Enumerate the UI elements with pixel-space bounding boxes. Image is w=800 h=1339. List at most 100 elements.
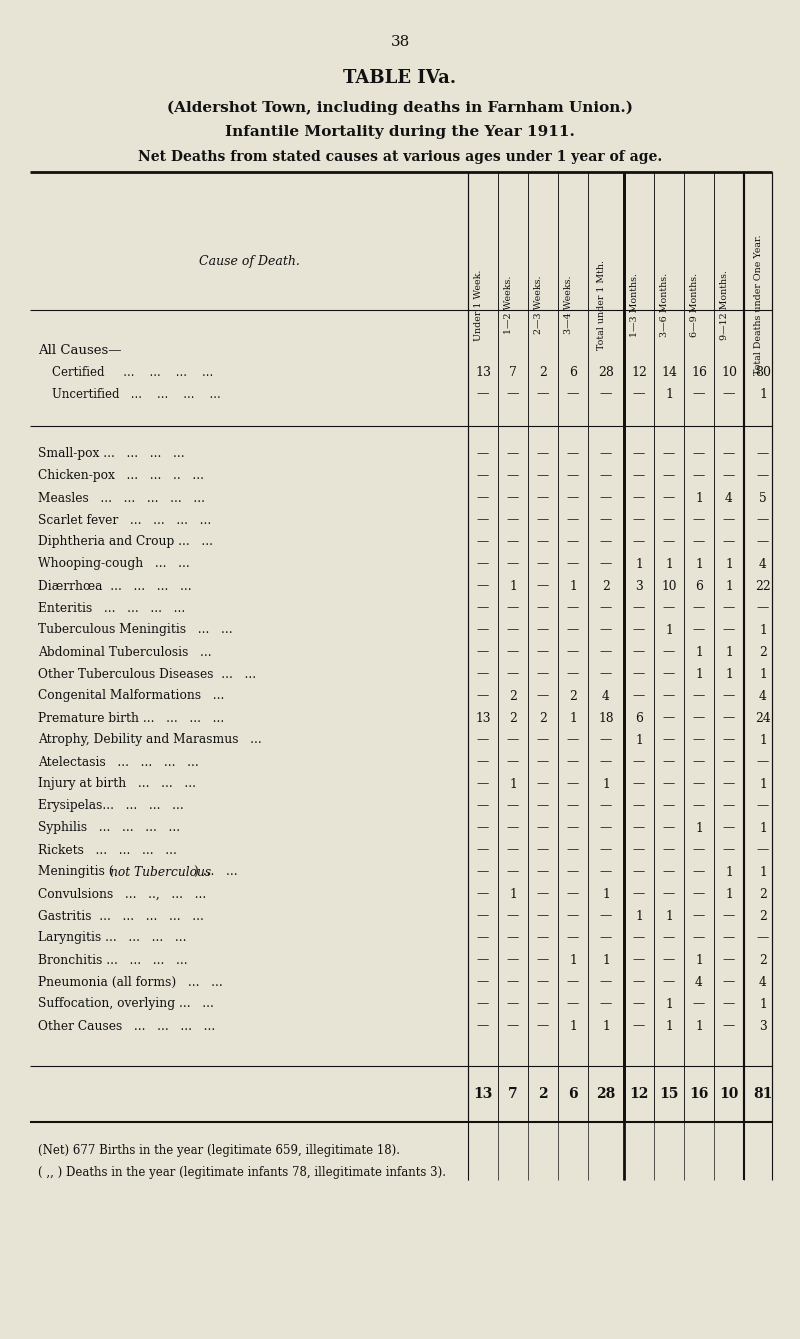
Text: 1: 1 [569, 1019, 577, 1032]
Text: —: — [507, 799, 519, 813]
Text: —: — [663, 536, 675, 549]
Text: —: — [693, 513, 705, 526]
Text: 2: 2 [759, 888, 767, 901]
Text: —: — [600, 536, 612, 549]
Text: —: — [722, 387, 735, 400]
Text: —: — [600, 998, 612, 1011]
Text: —: — [663, 976, 675, 988]
Text: —: — [477, 909, 489, 923]
Text: —: — [663, 822, 675, 834]
Text: —: — [663, 513, 675, 526]
Text: 1: 1 [759, 624, 767, 636]
Text: —: — [600, 822, 612, 834]
Text: —: — [663, 799, 675, 813]
Text: —: — [757, 447, 769, 461]
Text: Convulsions   ...   ..,   ...   ...: Convulsions ... .., ... ... [38, 888, 206, 901]
Text: —: — [600, 668, 612, 680]
Text: Atrophy, Debility and Marasmus   ...: Atrophy, Debility and Marasmus ... [38, 734, 262, 747]
Text: —: — [693, 601, 705, 615]
Text: —: — [633, 513, 645, 526]
Text: 24: 24 [755, 711, 771, 724]
Text: 6: 6 [635, 711, 643, 724]
Text: —: — [600, 755, 612, 769]
Text: —: — [567, 447, 579, 461]
Text: —: — [693, 470, 705, 482]
Text: Scarlet fever   ...   ...   ...   ...: Scarlet fever ... ... ... ... [38, 513, 211, 526]
Text: —: — [723, 536, 735, 549]
Text: 13: 13 [474, 1087, 493, 1101]
Text: —: — [633, 799, 645, 813]
Text: —: — [567, 513, 579, 526]
Text: 1: 1 [695, 557, 703, 570]
Text: —: — [633, 536, 645, 549]
Text: 1: 1 [569, 711, 577, 724]
Text: —: — [537, 387, 550, 400]
Text: 1: 1 [695, 1019, 703, 1032]
Text: —: — [477, 470, 489, 482]
Text: —: — [600, 387, 612, 400]
Text: —: — [507, 513, 519, 526]
Text: —: — [757, 513, 769, 526]
Text: —: — [537, 755, 549, 769]
Text: —: — [600, 624, 612, 636]
Text: —: — [537, 953, 549, 967]
Text: 81: 81 [754, 1087, 773, 1101]
Text: —: — [723, 778, 735, 790]
Text: 1: 1 [635, 557, 643, 570]
Text: 13: 13 [475, 366, 491, 379]
Text: —: — [507, 601, 519, 615]
Text: —: — [757, 601, 769, 615]
Text: —: — [507, 1019, 519, 1032]
Text: —: — [477, 557, 489, 570]
Text: —: — [693, 998, 705, 1011]
Text: —: — [537, 865, 549, 878]
Text: 6: 6 [695, 580, 703, 592]
Text: —: — [507, 755, 519, 769]
Text: —: — [663, 711, 675, 724]
Text: —: — [633, 624, 645, 636]
Text: 10: 10 [721, 366, 737, 379]
Text: Laryngitis ...   ...   ...   ...: Laryngitis ... ... ... ... [38, 932, 186, 944]
Text: 4: 4 [602, 690, 610, 703]
Text: —: — [633, 447, 645, 461]
Text: not Tuberculous: not Tuberculous [110, 865, 211, 878]
Text: —: — [757, 799, 769, 813]
Text: 1: 1 [759, 778, 767, 790]
Text: —: — [693, 909, 705, 923]
Text: —: — [537, 447, 549, 461]
Text: —: — [567, 755, 579, 769]
Text: —: — [693, 711, 705, 724]
Text: 16: 16 [690, 1087, 709, 1101]
Text: —: — [567, 491, 579, 505]
Text: —: — [693, 624, 705, 636]
Text: 1: 1 [695, 822, 703, 834]
Text: 2: 2 [509, 711, 517, 724]
Text: 1: 1 [569, 953, 577, 967]
Text: —: — [633, 822, 645, 834]
Text: —: — [600, 799, 612, 813]
Text: —: — [507, 645, 519, 659]
Text: 1: 1 [665, 557, 673, 570]
Text: —: — [757, 536, 769, 549]
Text: —: — [633, 865, 645, 878]
Text: —: — [537, 844, 549, 857]
Text: 3: 3 [759, 1019, 767, 1032]
Text: 2: 2 [539, 366, 547, 379]
Text: Atelectasis   ...   ...   ...   ...: Atelectasis ... ... ... ... [38, 755, 198, 769]
Text: —: — [723, 755, 735, 769]
Text: —: — [693, 387, 706, 400]
Text: ) ...   ...: ) ... ... [194, 865, 238, 878]
Text: —: — [600, 645, 612, 659]
Text: —: — [537, 601, 549, 615]
Text: —: — [537, 998, 549, 1011]
Text: —: — [567, 976, 579, 988]
Text: —: — [537, 580, 549, 592]
Text: —: — [633, 755, 645, 769]
Text: Total Deaths under One Year.: Total Deaths under One Year. [754, 234, 763, 375]
Text: 5: 5 [759, 491, 767, 505]
Text: Measles   ...   ...   ...   ...   ...: Measles ... ... ... ... ... [38, 491, 205, 505]
Text: —: — [507, 976, 519, 988]
Text: Whooping-cough   ...   ...: Whooping-cough ... ... [38, 557, 190, 570]
Text: —: — [537, 645, 549, 659]
Text: Meningitis (: Meningitis ( [38, 865, 114, 878]
